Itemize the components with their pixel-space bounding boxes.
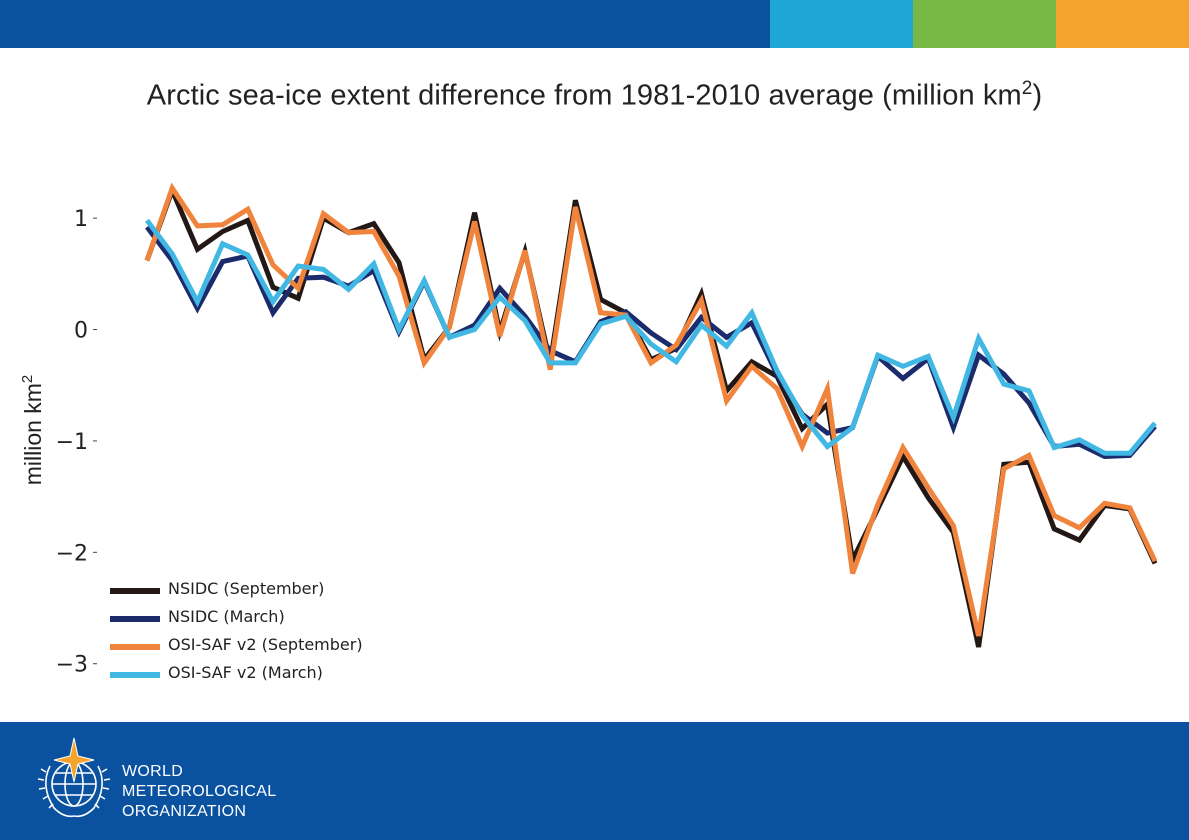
legend-swatch (110, 644, 160, 650)
series-line-3 (145, 218, 1157, 456)
footer-band (0, 722, 1189, 840)
legend-label: OSI-SAF v2 (March) (168, 663, 323, 682)
org-name-line3: ORGANIZATION (122, 803, 247, 820)
legend-label: NSIDC (March) (168, 607, 285, 626)
y-tick-label: −3 (56, 653, 88, 678)
organization-name: WORLD METEOROLOGICAL ORGANIZATION (122, 762, 276, 822)
org-name-line2: METEOROLOGICAL (122, 783, 277, 800)
org-name-line1: WORLD (122, 763, 184, 780)
y-tick-label: 1 (74, 207, 88, 232)
legend-swatch (110, 616, 160, 622)
legend-label: NSIDC (September) (168, 579, 325, 598)
y-axis-label: million km2 (19, 375, 46, 486)
line-chart: 1 0 −1 −2 −3 million km2 (19, 182, 1158, 678)
y-tick-label: −2 (56, 541, 88, 566)
y-tick-label: 0 (74, 319, 88, 344)
band-green (913, 0, 1056, 48)
legend-swatch (110, 588, 160, 594)
legend-label: OSI-SAF v2 (September) (168, 635, 363, 654)
chart-title: Arctic sea-ice extent difference from 19… (146, 78, 1043, 112)
y-tick-label: −1 (56, 430, 88, 455)
band-light-blue (770, 0, 913, 48)
band-dark-blue (0, 0, 770, 48)
series-line-2 (144, 182, 1158, 637)
legend-swatch (110, 672, 160, 678)
wmo-logo-icon (37, 737, 111, 818)
top-color-band (0, 0, 1189, 48)
band-orange (1056, 0, 1189, 48)
